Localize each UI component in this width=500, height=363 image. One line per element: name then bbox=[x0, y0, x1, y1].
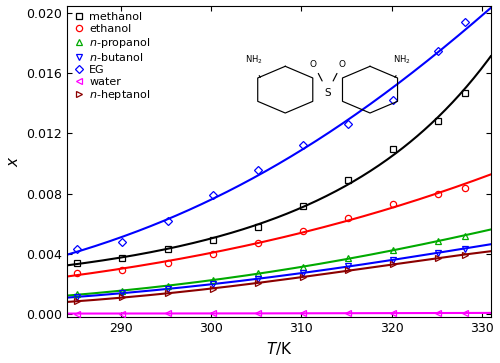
X-axis label: $T$/K: $T$/K bbox=[266, 340, 292, 358]
Text: O: O bbox=[310, 60, 316, 69]
Y-axis label: $x$: $x$ bbox=[6, 155, 20, 167]
Text: NH$_2$: NH$_2$ bbox=[244, 53, 262, 65]
Text: NH$_2$: NH$_2$ bbox=[393, 53, 410, 65]
Text: S: S bbox=[324, 88, 331, 98]
Text: O: O bbox=[339, 60, 346, 69]
Legend: methanol, ethanol, $n$-propanol, $n$-butanol, EG, water, $n$-heptanol: methanol, ethanol, $n$-propanol, $n$-but… bbox=[70, 9, 154, 106]
